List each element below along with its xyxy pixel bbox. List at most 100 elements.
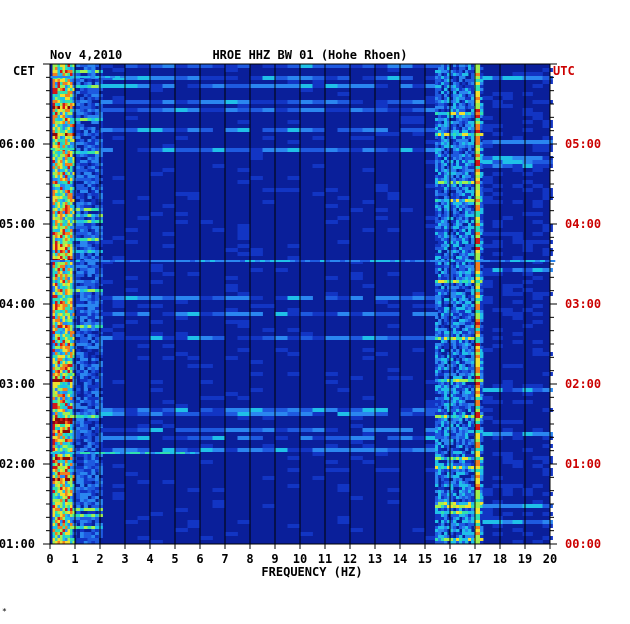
heatmap-cell (70, 538, 73, 541)
heatmap-cell (462, 142, 466, 145)
heatmap-cell (468, 100, 472, 103)
heatmap-cell (76, 163, 81, 166)
heatmap-cell (95, 244, 100, 247)
heatmap-cell (387, 272, 401, 276)
heatmap-cell (471, 328, 475, 331)
heatmap-cell (465, 88, 469, 91)
heatmap-cell (60, 70, 63, 73)
heatmap-cell (95, 397, 100, 400)
heatmap-cell (67, 520, 71, 523)
heatmap-cell (468, 235, 472, 238)
heatmap-cell (462, 247, 466, 250)
heatmap-cell (67, 310, 71, 313)
heatmap-cell (447, 457, 451, 460)
heatmap-cell (62, 373, 66, 376)
heatmap-cell (112, 324, 126, 328)
heatmap-cell (462, 379, 466, 382)
heatmap-cell (465, 403, 469, 406)
heatmap-cell (450, 472, 454, 475)
heatmap-cell (62, 169, 66, 172)
heatmap-cell (76, 139, 81, 142)
heatmap-cell (60, 118, 63, 121)
heatmap-cell (80, 322, 85, 325)
heatmap-cell (441, 265, 445, 268)
heatmap-cell (250, 412, 263, 416)
heatmap-cell (98, 232, 103, 235)
heatmap-cell (447, 112, 451, 115)
heatmap-cell (425, 428, 438, 432)
heatmap-cell (80, 370, 85, 373)
heatmap-cell (67, 472, 71, 475)
heatmap-cell (80, 265, 85, 268)
heatmap-cell (65, 310, 68, 313)
heatmap-cell (52, 415, 56, 418)
heatmap-cell (456, 88, 460, 91)
heatmap-cell (52, 352, 56, 355)
heatmap-cell (462, 127, 466, 130)
heatmap-cell (52, 463, 56, 466)
heatmap-cell (441, 229, 445, 232)
heatmap-cell (150, 388, 163, 392)
heatmap-cell (447, 160, 451, 163)
heatmap-cell (441, 82, 445, 85)
heatmap-cell (62, 346, 66, 349)
heatmap-cell (441, 277, 445, 280)
heatmap-cell (450, 85, 454, 88)
heatmap-cell (65, 337, 68, 340)
heatmap-cell (52, 289, 56, 292)
heatmap-cell (80, 190, 85, 193)
heatmap-cell (95, 193, 100, 196)
heatmap-cell (262, 448, 276, 452)
heatmap-cell (60, 151, 63, 154)
heatmap-cell (453, 106, 457, 109)
heatmap-cell (447, 358, 451, 361)
heatmap-cell (150, 88, 163, 92)
heatmap-cell (312, 312, 326, 316)
heatmap-cell (468, 295, 472, 298)
heatmap-cell (137, 216, 151, 220)
heatmap-cell (250, 296, 263, 300)
heatmap-cell (67, 541, 71, 544)
heatmap-cell (447, 157, 451, 160)
heatmap-cell (468, 430, 472, 433)
heatmap-cell (52, 334, 56, 337)
heatmap-cell (60, 415, 63, 418)
heatmap-cell (337, 92, 351, 96)
heatmap-cell (456, 130, 460, 133)
heatmap-cell (450, 70, 454, 73)
heatmap-cell (83, 463, 88, 466)
heatmap-cell (412, 100, 426, 104)
heatmap-cell (462, 370, 466, 373)
heatmap-cell (465, 130, 469, 133)
heatmap-cell (57, 475, 61, 478)
heatmap-cell (375, 452, 388, 456)
heatmap-cell (435, 73, 439, 76)
heatmap-cell (87, 214, 92, 217)
heatmap-cell (70, 379, 73, 382)
heatmap-cell (95, 514, 100, 517)
heatmap-cell (52, 358, 56, 361)
heatmap-cell (438, 103, 442, 106)
heatmap-cell (453, 109, 457, 112)
heatmap-cell (480, 250, 484, 253)
heatmap-cell (112, 312, 126, 316)
heatmap-cell (465, 64, 469, 67)
heatmap-cell (87, 235, 92, 238)
heatmap-cell (312, 412, 326, 416)
heatmap-cell (450, 421, 454, 424)
heatmap-cell (462, 388, 466, 391)
heatmap-cell (65, 415, 68, 418)
heatmap-cell (67, 229, 71, 232)
heatmap-cell (453, 253, 457, 256)
heatmap-cell (87, 82, 92, 85)
heatmap-cell (162, 84, 176, 88)
heatmap-cell (438, 208, 442, 211)
heatmap-cell (459, 208, 463, 211)
heatmap-cell (83, 304, 88, 307)
heatmap-cell (212, 408, 226, 412)
heatmap-cell (52, 235, 56, 238)
heatmap-cell (76, 91, 81, 94)
heatmap-cell (65, 424, 68, 427)
heatmap-cell (447, 265, 451, 268)
heatmap-cell (52, 364, 56, 367)
